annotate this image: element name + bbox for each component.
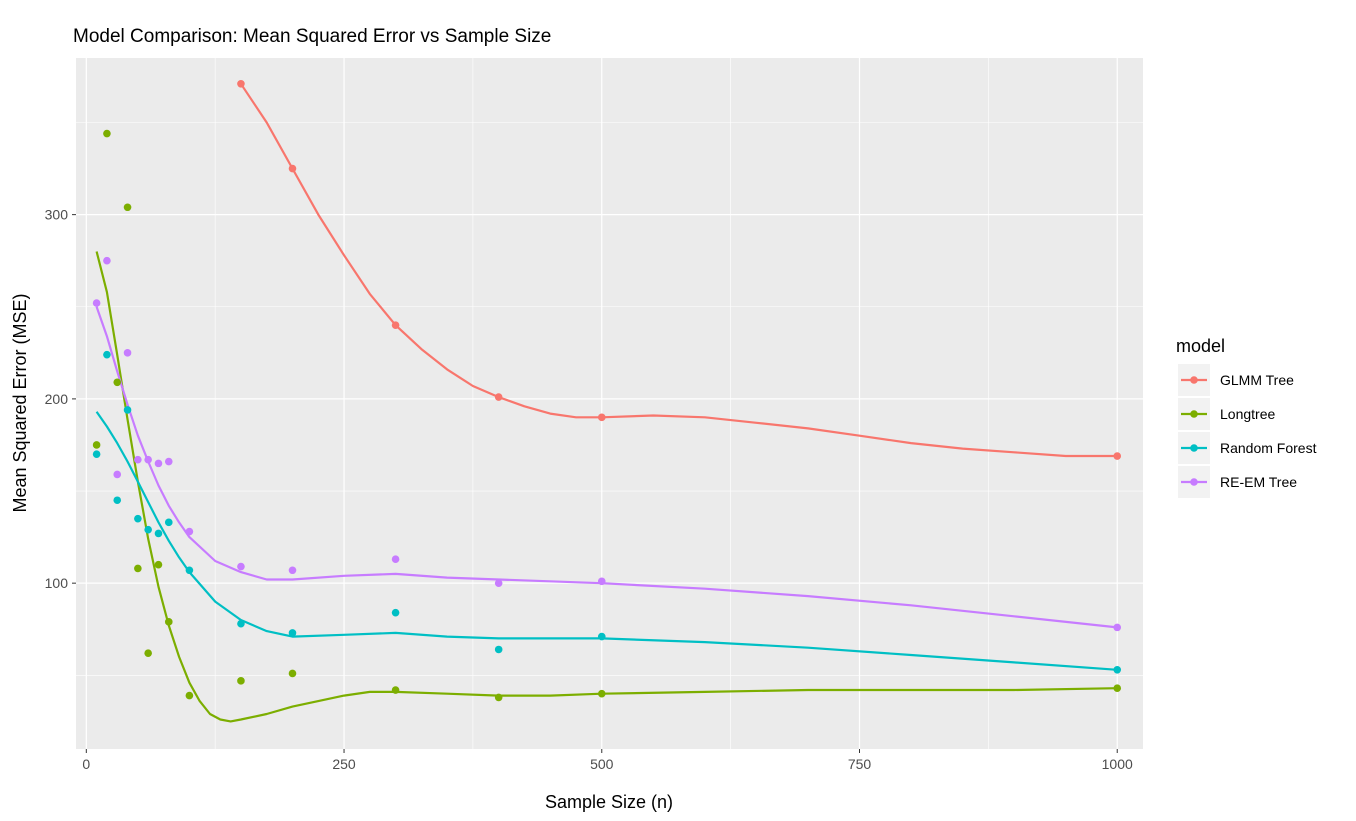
data-point-glmm-tree [597, 413, 606, 422]
legend-label-longtree: Longtree [1220, 406, 1275, 422]
data-point-longtree [92, 441, 101, 449]
data-point-random-forest [185, 566, 194, 575]
data-point-longtree [113, 378, 122, 387]
legend-label-glmm-tree: GLMM Tree [1220, 372, 1294, 388]
data-point-random-forest [237, 619, 245, 628]
chart-title: Model Comparison: Mean Squared Error vs … [73, 26, 551, 47]
data-point-random-forest [597, 632, 606, 641]
x-tick-label: 250 [332, 756, 356, 772]
legend-title: model [1176, 336, 1225, 356]
data-point-re-em-tree [391, 555, 400, 564]
data-point-random-forest [1113, 665, 1122, 674]
y-tick-label: 100 [45, 575, 69, 591]
data-point-random-forest [113, 496, 122, 505]
data-point-re-em-tree [113, 470, 122, 479]
data-point-glmm-tree [288, 164, 297, 173]
data-point-random-forest [92, 450, 101, 458]
x-tick-label: 750 [848, 756, 872, 772]
data-point-re-em-tree [144, 455, 152, 464]
data-point-random-forest [391, 608, 400, 617]
data-point-longtree [103, 129, 111, 138]
x-tick-label: 1000 [1102, 756, 1133, 772]
series-line-glmm-tree [239, 83, 1118, 458]
x-axis-title: Sample Size (n) [545, 792, 673, 812]
data-point-glmm-tree [494, 393, 503, 401]
data-point-re-em-tree [597, 577, 606, 586]
legend-key-point [1190, 410, 1198, 418]
data-point-re-em-tree [288, 566, 297, 575]
data-point-glmm-tree [1113, 452, 1122, 460]
x-tick-label: 500 [590, 756, 614, 772]
data-point-longtree [164, 618, 173, 626]
data-point-re-em-tree [1113, 623, 1122, 632]
series-line-re-em-tree [95, 306, 1118, 629]
data-point-re-em-tree [92, 299, 101, 307]
x-tick-label: 0 [82, 756, 90, 772]
data-point-longtree [185, 691, 194, 700]
data-point-re-em-tree [237, 562, 245, 571]
data-point-glmm-tree [391, 321, 400, 329]
data-point-random-forest [134, 514, 142, 523]
data-point-longtree [288, 669, 297, 678]
legend-label-re-em-tree: RE-EM Tree [1220, 474, 1297, 490]
data-point-random-forest [144, 525, 152, 534]
data-point-re-em-tree [103, 256, 111, 265]
data-point-longtree [391, 686, 400, 694]
data-point-random-forest [154, 529, 163, 538]
legend-key-point [1190, 444, 1198, 452]
legend: model GLMM Tree Longtree Random Forest RE-E… [1176, 336, 1317, 498]
data-point-random-forest [494, 645, 503, 654]
data-point-random-forest [288, 629, 297, 637]
data-point-random-forest [123, 406, 132, 414]
axes: 0 250 500 750 1000 100 200 300 [45, 207, 1133, 772]
grid-minor [76, 58, 1143, 749]
plot-panel [76, 58, 1143, 749]
data-point-glmm-tree [237, 79, 245, 88]
legend-key-point [1190, 478, 1198, 486]
legend-label-random-forest: Random Forest [1220, 440, 1317, 456]
legend-key-point [1190, 376, 1198, 384]
series-points [92, 79, 1122, 702]
data-point-longtree [123, 203, 132, 212]
y-axis-title: Mean Squared Error (MSE) [10, 293, 30, 512]
data-point-longtree [237, 677, 245, 685]
data-point-re-em-tree [154, 459, 163, 468]
y-tick-label: 300 [45, 207, 69, 223]
data-point-longtree [1113, 684, 1122, 692]
data-point-re-em-tree [494, 579, 503, 587]
data-point-longtree [144, 649, 152, 657]
data-point-random-forest [103, 350, 111, 359]
data-point-longtree [134, 564, 142, 573]
data-point-re-em-tree [185, 527, 194, 536]
data-point-re-em-tree [134, 455, 142, 464]
data-point-re-em-tree [164, 457, 173, 466]
series-line-random-forest [95, 411, 1118, 671]
data-point-random-forest [164, 518, 173, 527]
series-lines [95, 83, 1118, 723]
data-point-longtree [154, 560, 163, 569]
data-point-longtree [494, 693, 503, 702]
data-point-re-em-tree [123, 349, 132, 357]
data-point-longtree [597, 689, 606, 698]
y-tick-label: 200 [45, 391, 69, 407]
